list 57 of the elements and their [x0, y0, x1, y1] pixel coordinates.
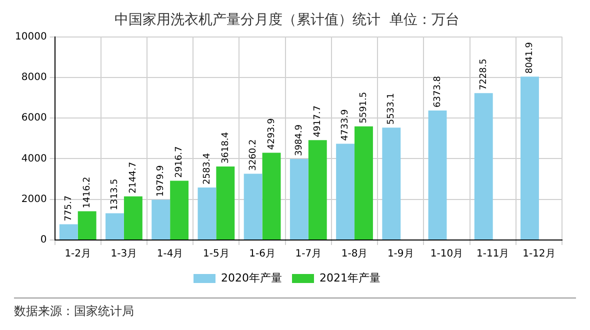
- bar: [290, 159, 308, 240]
- chart-title: 中国家用洗衣机产量分月度（累计值）统计 单位：万台: [114, 12, 460, 28]
- data-label: 4917.7: [312, 106, 323, 138]
- x-tick-label: 1-5月: [203, 248, 230, 260]
- bar: [152, 200, 170, 240]
- x-tick-label: 1-2月: [64, 248, 92, 260]
- bar: [308, 140, 327, 240]
- data-label: 1416.2: [82, 176, 92, 208]
- data-label: 5591.5: [359, 92, 370, 124]
- x-tick-label: 1-12月: [522, 248, 556, 260]
- data-label: 6373.8: [432, 76, 443, 108]
- x-tick-label: 1-9月: [387, 248, 414, 260]
- y-tick-label: 4000: [21, 153, 47, 164]
- bar: [170, 180, 189, 240]
- x-tick-label: 1-7月: [295, 248, 322, 260]
- bar: [382, 128, 401, 240]
- bar: [262, 152, 281, 240]
- bar: [124, 196, 142, 240]
- data-label: 5533.1: [386, 93, 397, 125]
- legend-label: 2020年产量: [221, 271, 282, 284]
- x-tick-label: 1-10月: [430, 248, 464, 260]
- y-tick-label: 10000: [15, 31, 47, 42]
- source-note: 数据来源：国家统计局: [14, 304, 134, 318]
- x-tick-label: 1-8月: [341, 248, 368, 260]
- bar: [59, 224, 78, 240]
- data-label: 8041.9: [525, 42, 536, 74]
- data-label: 3984.9: [294, 124, 305, 156]
- y-tick-label: 6000: [21, 112, 47, 124]
- data-label: 2583.4: [202, 152, 212, 185]
- bar: [354, 126, 373, 240]
- bar: [106, 213, 124, 240]
- x-tick-label: 1-6月: [249, 248, 276, 260]
- data-label: 2144.7: [128, 162, 139, 194]
- data-label: 4733.9: [340, 109, 351, 141]
- bar: [198, 188, 216, 240]
- bar: [474, 93, 493, 240]
- x-tick-label: 1-11月: [476, 248, 510, 260]
- bar: [336, 144, 355, 240]
- data-label: 775.7: [64, 195, 74, 222]
- bar: [78, 211, 96, 240]
- x-tick-label: 1-4月: [156, 248, 184, 260]
- bar: [216, 166, 235, 240]
- data-label: 4293.9: [266, 118, 277, 150]
- data-label: 1313.5: [110, 178, 120, 210]
- bar: [520, 76, 539, 240]
- data-label: 2916.7: [174, 146, 185, 178]
- legend-label: 2021年产量: [320, 271, 380, 284]
- x-tick-label: 1-3月: [110, 248, 138, 260]
- data-label: 3260.2: [248, 139, 258, 171]
- data-label: 7228.5: [478, 58, 489, 90]
- bar: [244, 174, 262, 240]
- data-label: 3618.4: [220, 132, 231, 164]
- bar: [428, 110, 447, 240]
- y-tick-label: 0: [40, 234, 47, 246]
- y-tick-label: 8000: [21, 72, 47, 84]
- data-label: 1979.9: [156, 165, 166, 197]
- y-tick-label: 2000: [21, 194, 47, 205]
